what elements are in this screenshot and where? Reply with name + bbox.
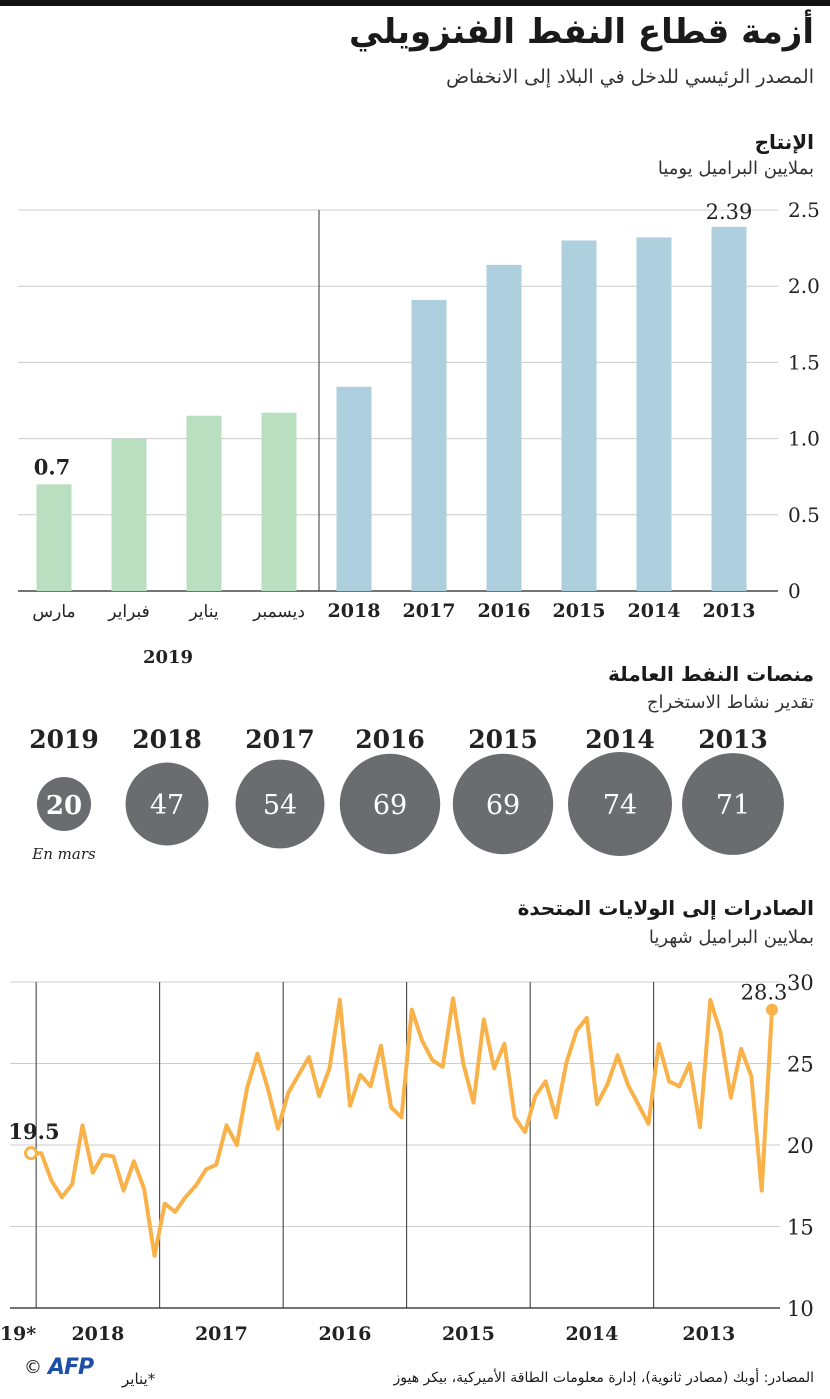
bar (486, 264, 522, 591)
rigs-circles: 2013 71 2014 74 2015 69 2016 69 2017 54 2018 47 2019… (29, 725, 784, 863)
x-tick-label: 2014 (628, 600, 681, 622)
y-tick-label: 25 (787, 1053, 814, 1077)
footer-source: المصادر: أوبك (مصادر ثانوية)، إدارة معلو… (393, 1370, 815, 1386)
rig-note: En mars (31, 845, 96, 863)
rig-value-label: 71 (716, 790, 750, 821)
x-tick-label: مارس (32, 602, 75, 622)
rig-circle (568, 752, 672, 856)
bar (336, 386, 372, 591)
rig-circle (36, 776, 92, 832)
rig-year-label: 2018 (132, 725, 202, 754)
rig-year-label: 2017 (245, 725, 315, 754)
start-marker (24, 1146, 38, 1161)
rig-year-label: 2013 (698, 725, 768, 754)
x-tick-label: 2018 (328, 600, 381, 622)
y-tick-label: 2.0 (788, 274, 820, 298)
bar (636, 237, 672, 591)
rig-circle (452, 753, 554, 855)
y-tick-label: 10 (787, 1297, 814, 1321)
x-year-label: 2016 (318, 1323, 371, 1345)
x-tick-label: 2016 (478, 600, 531, 622)
bar (561, 240, 597, 592)
exports-unit: بملايين البراميل شهريا (648, 927, 814, 948)
copyright-symbol: © (24, 1357, 42, 1378)
top-rule (0, 0, 830, 6)
bar (411, 299, 447, 591)
bar (186, 415, 222, 591)
rig-year-label: 2016 (355, 725, 425, 754)
x-year-label: 2018 (71, 1323, 124, 1345)
data-label: 2.39 (706, 200, 753, 224)
page-subtitle: المصدر الرئيسي للدخل في البلاد إلى الانخ… (446, 66, 814, 88)
y-tick-label: 0 (788, 579, 801, 603)
x-year-label: 2017 (195, 1323, 248, 1345)
rig-value-label: 47 (150, 790, 184, 821)
y-tick-label: 1.0 (788, 427, 820, 451)
x-tick-label: 2015 (553, 600, 606, 622)
x-tick-label: يناير (188, 602, 218, 622)
rig-value-label: 54 (263, 790, 297, 821)
y-tick-label: 0.5 (788, 503, 820, 527)
y-tick-label: 20 (787, 1134, 814, 1158)
data-label: 19.5 (8, 1119, 59, 1144)
rigs-subtitle: تقدير نشاط الاستخراج (646, 692, 814, 713)
x-year-label: 2015 (442, 1323, 495, 1345)
bar (261, 412, 297, 591)
rigs-title: منصات النفط العاملة (608, 662, 814, 686)
rig-year-label: 2015 (468, 725, 538, 754)
afp-logo: © AFP (24, 1355, 94, 1380)
series-line (29, 996, 774, 1258)
y-tick-label: 1.5 (788, 350, 820, 374)
exports-title: الصادرات إلى الولايات المتحدة (517, 896, 814, 920)
end-marker (766, 1003, 778, 1016)
rig-circle (339, 753, 441, 855)
exports-line-chart: 10 15 20 25 30 2013 2014 2015 2016 2017 2018 19* 28.… (0, 971, 814, 1345)
rig-circle (682, 753, 784, 855)
page-title: أزمة قطاع النفط الفنزويلي (348, 12, 814, 52)
data-label: 0.7 (34, 454, 71, 479)
rig-circle (235, 759, 325, 849)
x-tick-label: 2013 (703, 600, 756, 622)
x-year-label: 2013 (682, 1323, 735, 1345)
production-unit: بملايين البراميل يوميا (657, 158, 814, 179)
rig-circle (125, 762, 209, 846)
footer-note: *يناير (122, 1370, 156, 1388)
afp-logo-text: AFP (48, 1355, 94, 1380)
rig-year-label: 2019 (29, 725, 99, 754)
y-tick-label: 30 (787, 971, 814, 995)
y-tick-label: 15 (787, 1216, 814, 1240)
y-tick-label: 2.5 (788, 198, 820, 222)
bar (711, 226, 747, 591)
production-bar-chart: 0 0.5 1.0 1.5 2.0 2.5 2013 2014 2015 2016 2017 2018… (18, 198, 820, 668)
rig-value-label: 74 (603, 790, 637, 821)
x-year-label: 19* (0, 1323, 36, 1345)
rig-value-label: 69 (373, 790, 407, 821)
x-year-label: 2014 (565, 1323, 618, 1345)
rig-year-label: 2014 (585, 725, 655, 754)
bar (111, 438, 147, 591)
x-tick-label: 2017 (403, 600, 456, 622)
bar (36, 484, 72, 591)
production-title: الإنتاج (754, 130, 814, 154)
x-tick-label: فبراير (107, 602, 149, 622)
rig-value-label: 69 (486, 790, 520, 821)
data-label: 28.3 (741, 981, 788, 1005)
x-tick-label: ديسمبر (252, 602, 305, 622)
year-group-label: 2019 (143, 647, 193, 668)
rig-value-label: 20 (46, 791, 82, 821)
